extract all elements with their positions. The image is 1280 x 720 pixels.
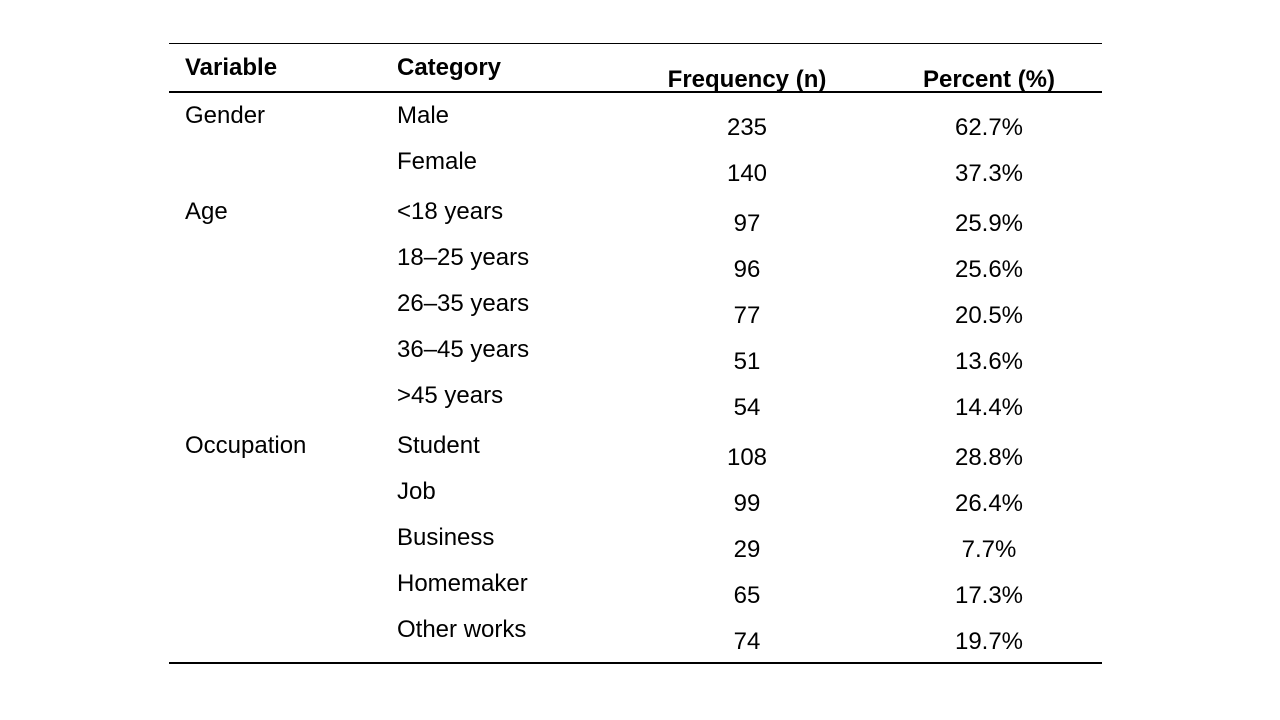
category-cell: Job [397,478,436,505]
table-header-row: Variable Category Frequency (n) Percent … [169,44,1102,91]
table-row: Occupation Student 108 28.8% [169,423,1102,471]
frequency-value: 235 [726,114,768,141]
table-row: Female 140 37.3% [169,139,1102,187]
percent-value: 13.6% [954,348,1024,375]
variable-cell: Occupation [185,432,307,459]
percent-value: 37.3% [954,160,1024,187]
frequency-value: 99 [733,490,761,517]
table-row: 36–45 years 51 13.6% [169,327,1102,375]
category-cell: Homemaker [397,570,528,597]
frequency-value: 96 [733,256,761,283]
table-row: Other works 74 19.7% [169,607,1102,655]
category-cell: <18 years [397,198,504,225]
table-row: >45 years 54 14.4% [169,373,1102,421]
table-row: 26–35 years 77 20.5% [169,281,1102,329]
frequency-value: 65 [733,582,761,609]
header-variable: Variable [185,53,278,81]
frequency-value: 54 [733,394,761,421]
category-cell: Male [397,102,450,129]
category-cell: Business [397,524,495,551]
table-row: Age <18 years 97 25.9% [169,189,1102,237]
header-category: Category [397,53,502,81]
demographics-table: Variable Category Frequency (n) Percent … [169,43,1102,664]
table-body: Gender Male 235 62.7% Female 140 37.3% A… [169,93,1102,655]
header-percent: Percent (%) [922,65,1056,93]
frequency-value: 51 [733,348,761,375]
percent-value: 19.7% [954,628,1024,655]
category-cell: Female [397,148,478,175]
category-cell: 18–25 years [397,244,530,271]
table-row: Homemaker 65 17.3% [169,561,1102,609]
table-row: Gender Male 235 62.7% [169,93,1102,141]
percent-value: 7.7% [961,536,1017,563]
header-frequency: Frequency (n) [667,65,827,93]
percent-value: 17.3% [954,582,1024,609]
category-cell: 26–35 years [397,290,530,317]
percent-value: 14.4% [954,394,1024,421]
category-cell: Student [397,432,480,459]
percent-value: 62.7% [954,114,1024,141]
frequency-value: 108 [726,444,768,471]
table-header-rule [169,91,1102,93]
percent-value: 25.6% [954,256,1024,283]
category-cell: >45 years [397,382,504,409]
table-bottom-rule [169,662,1102,664]
percent-value: 26.4% [954,490,1024,517]
frequency-value: 29 [733,536,761,563]
frequency-value: 97 [733,210,761,237]
percent-value: 20.5% [954,302,1024,329]
variable-cell: Gender [185,102,266,129]
table-row: 18–25 years 96 25.6% [169,235,1102,283]
percent-value: 28.8% [954,444,1024,471]
category-cell: 36–45 years [397,336,530,363]
table-row: Business 29 7.7% [169,515,1102,563]
frequency-value: 74 [733,628,761,655]
variable-cell: Age [185,198,228,225]
percent-value: 25.9% [954,210,1024,237]
frequency-value: 140 [726,160,768,187]
category-cell: Other works [397,616,527,643]
table-top-rule [169,43,1102,44]
table-row: Job 99 26.4% [169,469,1102,517]
frequency-value: 77 [733,302,761,329]
